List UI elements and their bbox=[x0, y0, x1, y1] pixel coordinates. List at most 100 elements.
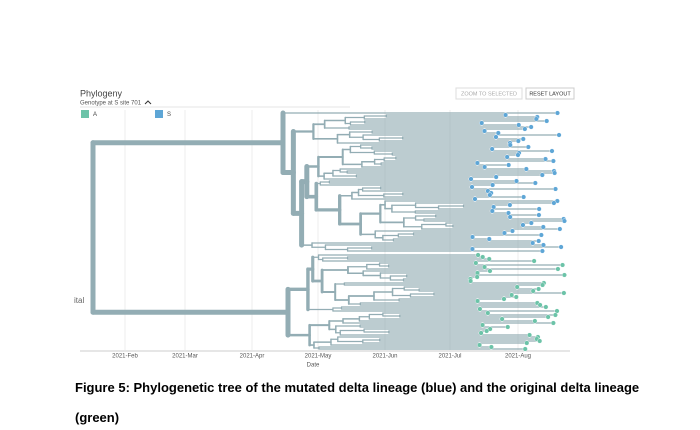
zoom-button-label[interactable]: ZOOM TO SELECTED bbox=[461, 91, 517, 97]
tip bbox=[551, 200, 557, 206]
tip bbox=[487, 192, 493, 198]
tip bbox=[480, 254, 486, 260]
tip bbox=[540, 224, 546, 230]
tip bbox=[501, 230, 507, 236]
tip bbox=[533, 116, 539, 122]
tip bbox=[473, 260, 479, 266]
tip bbox=[468, 176, 474, 182]
tip bbox=[545, 314, 551, 320]
tip bbox=[507, 202, 513, 208]
tip bbox=[553, 186, 559, 192]
tip bbox=[507, 214, 513, 220]
tip bbox=[504, 154, 510, 160]
tip bbox=[489, 208, 495, 214]
color-by[interactable]: Genotype at S site 701 bbox=[80, 101, 142, 107]
tip bbox=[515, 138, 521, 144]
tip bbox=[480, 322, 486, 328]
tip bbox=[561, 272, 567, 278]
tip bbox=[549, 148, 555, 154]
x-tick-label: 2021-May bbox=[305, 354, 332, 360]
phylogeny-panel: Phylogeny Genotype at S site 701 ZOOM TO… bbox=[74, 87, 575, 369]
tip bbox=[469, 246, 475, 252]
tip bbox=[524, 340, 530, 346]
tip bbox=[550, 320, 556, 326]
tip bbox=[530, 240, 536, 246]
tip bbox=[521, 194, 527, 200]
tip bbox=[554, 110, 560, 116]
x-axis-label: Date bbox=[307, 363, 320, 369]
tip bbox=[503, 112, 509, 118]
tip bbox=[506, 162, 512, 168]
tip bbox=[499, 316, 505, 322]
reset-button[interactable] bbox=[525, 87, 575, 100]
tip bbox=[522, 346, 528, 352]
tip bbox=[469, 234, 475, 240]
x-tick-label: 2021-Apr bbox=[240, 354, 265, 360]
tip bbox=[481, 128, 487, 134]
tip bbox=[489, 146, 495, 152]
tip bbox=[532, 318, 538, 324]
tip bbox=[540, 282, 546, 288]
tip bbox=[527, 332, 533, 338]
tip bbox=[561, 290, 567, 296]
root-label: ital bbox=[74, 296, 84, 305]
zoom-button[interactable] bbox=[455, 87, 523, 100]
tip bbox=[469, 184, 475, 190]
tree-branches bbox=[90, 110, 566, 350]
legend-label: A bbox=[93, 112, 97, 118]
tip bbox=[525, 144, 531, 150]
tip bbox=[528, 220, 534, 226]
tip bbox=[486, 256, 492, 262]
tip bbox=[557, 226, 563, 232]
tip bbox=[556, 132, 562, 138]
tip bbox=[515, 152, 521, 158]
tip bbox=[495, 130, 501, 136]
tip bbox=[478, 330, 484, 336]
tip bbox=[523, 166, 529, 172]
tip bbox=[485, 310, 491, 316]
tip bbox=[482, 164, 488, 170]
caption-line: (green) bbox=[75, 410, 120, 425]
tip bbox=[522, 126, 528, 132]
tip bbox=[474, 274, 480, 280]
tip bbox=[474, 160, 480, 166]
tip bbox=[501, 296, 507, 302]
x-tick-label: 2021-Mar bbox=[172, 354, 198, 360]
x-tick-label: 2021-Aug bbox=[505, 354, 531, 360]
tip bbox=[487, 268, 493, 274]
tip bbox=[552, 170, 558, 176]
tip bbox=[516, 122, 522, 128]
tip bbox=[488, 344, 494, 350]
tip bbox=[536, 206, 542, 212]
tip bbox=[532, 180, 538, 186]
tip bbox=[528, 124, 534, 130]
tip bbox=[561, 218, 567, 224]
tip bbox=[560, 262, 566, 268]
tip bbox=[513, 294, 519, 300]
tip bbox=[493, 134, 499, 140]
tip bbox=[558, 244, 564, 250]
tip bbox=[509, 292, 515, 298]
tip bbox=[475, 298, 481, 304]
x-tick-label: 2021-Jun bbox=[372, 354, 397, 360]
legend-label: S bbox=[167, 112, 171, 118]
collapse-icon[interactable] bbox=[144, 100, 152, 105]
tip bbox=[536, 286, 542, 292]
tip bbox=[505, 324, 511, 330]
tip bbox=[479, 120, 485, 126]
legend-swatch bbox=[155, 110, 163, 118]
tip bbox=[520, 222, 526, 228]
tip bbox=[552, 312, 558, 318]
tip bbox=[514, 284, 520, 290]
x-tick-label: 2021-Feb bbox=[112, 354, 138, 360]
tip bbox=[477, 342, 483, 348]
tip bbox=[468, 278, 474, 284]
tree-tips bbox=[467, 110, 567, 352]
tip bbox=[520, 136, 526, 142]
reset-button-label[interactable]: RESET LAYOUT bbox=[529, 91, 571, 97]
tip bbox=[531, 258, 537, 264]
caption-line: Figure 5: Phylogenetic tree of the mutat… bbox=[75, 380, 640, 395]
tip bbox=[540, 242, 546, 248]
tip bbox=[539, 172, 545, 178]
tip bbox=[481, 264, 487, 270]
